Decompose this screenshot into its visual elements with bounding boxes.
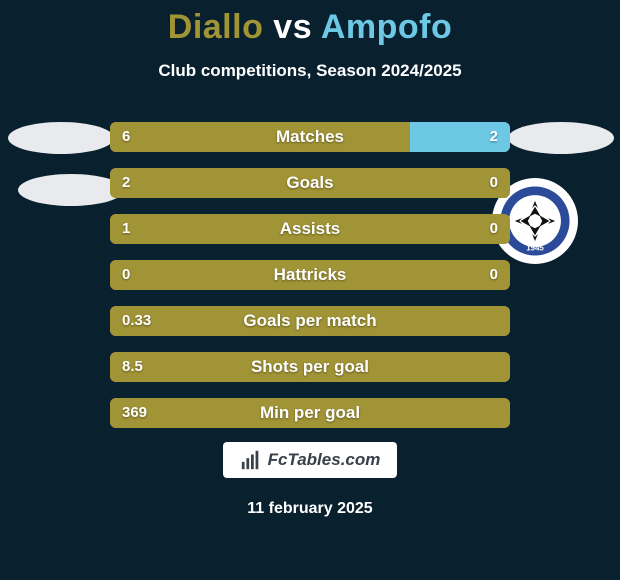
stat-row: 62Matches — [110, 122, 510, 152]
stat-row: 00Hattricks — [110, 260, 510, 290]
stat-row: 20Goals — [110, 168, 510, 198]
comparison-bars: 62Matches 20Goals 10Assists 00Hattricks 0.33… — [110, 122, 510, 444]
stat-row: 10Assists — [110, 214, 510, 244]
page-title: Diallo vs Ampofo — [0, 0, 620, 47]
stat-label: Matches — [110, 122, 510, 152]
date: 11 february 2025 — [0, 500, 620, 518]
stat-row: 0.33Goals per match — [110, 306, 510, 336]
fctables-text: FcTables.com — [268, 450, 381, 470]
player2-name: Ampofo — [321, 8, 452, 46]
stat-row: 369Min per goal — [110, 398, 510, 428]
player2-avatar — [508, 122, 614, 154]
stat-label: Hattricks — [110, 260, 510, 290]
stat-label: Assists — [110, 214, 510, 244]
stat-label: Goals per match — [110, 306, 510, 336]
fctables-icon — [240, 449, 262, 471]
stat-label: Min per goal — [110, 398, 510, 428]
vs-text: vs — [273, 8, 312, 46]
player1-name: Diallo — [168, 8, 264, 46]
player1-avatar — [8, 122, 114, 154]
club-year: 1945 — [526, 244, 544, 253]
subtitle: Club competitions, Season 2024/2025 — [0, 61, 620, 81]
player1-club-avatar — [18, 174, 124, 206]
fctables-link[interactable]: FcTables.com — [223, 442, 397, 478]
stat-row: 8.5Shots per goal — [110, 352, 510, 382]
stat-label: Goals — [110, 168, 510, 198]
stat-label: Shots per goal — [110, 352, 510, 382]
